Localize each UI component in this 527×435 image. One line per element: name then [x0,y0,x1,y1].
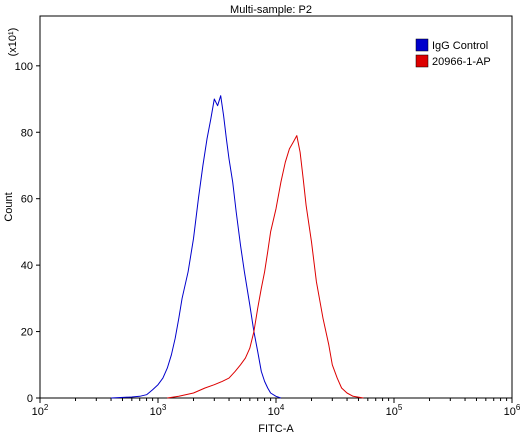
x-axis-label: FITC-A [258,423,294,435]
x-tick-label: 105 [386,403,403,418]
x-tick-base: 10 [150,406,162,418]
legend-label-1: 20966-1-AP [432,56,491,68]
y-axis-label: Count [3,192,15,221]
x-tick-exponent: 2 [44,403,49,412]
x-tick-base: 10 [32,406,44,418]
x-tick-exponent: 3 [162,403,167,412]
series-group [110,95,364,399]
y-tick-label: 40 [21,260,33,272]
y-multiplier-label: (x10¹) [7,28,19,57]
x-tick-base: 10 [386,406,398,418]
series-line-0 [110,95,282,399]
legend-swatch-0 [415,38,429,52]
x-tick-label: 106 [504,403,521,418]
y-tick-label: 100 [15,61,33,73]
x-tick-base: 10 [504,406,516,418]
x-tick-exponent: 4 [280,403,285,412]
legend-swatch-1 [415,54,429,68]
legend: IgG Control 20966-1-AP [415,38,491,68]
y-tick-label: 20 [21,327,33,339]
x-tick-label: 102 [32,403,49,418]
chart-title: Multi-sample: P2 [230,4,312,16]
x-tick-base: 10 [268,406,280,418]
y-tick-label: 80 [21,127,33,139]
x-tick-label: 103 [150,403,167,418]
series-line-1 [167,135,364,399]
x-tick-exponent: 5 [398,403,403,412]
y-tick-label: 60 [21,194,33,206]
x-tick-label: 104 [268,403,285,418]
y-tick-label: 0 [27,393,33,405]
x-tick-exponent: 6 [516,403,521,412]
legend-label-0: IgG Control [432,40,488,52]
